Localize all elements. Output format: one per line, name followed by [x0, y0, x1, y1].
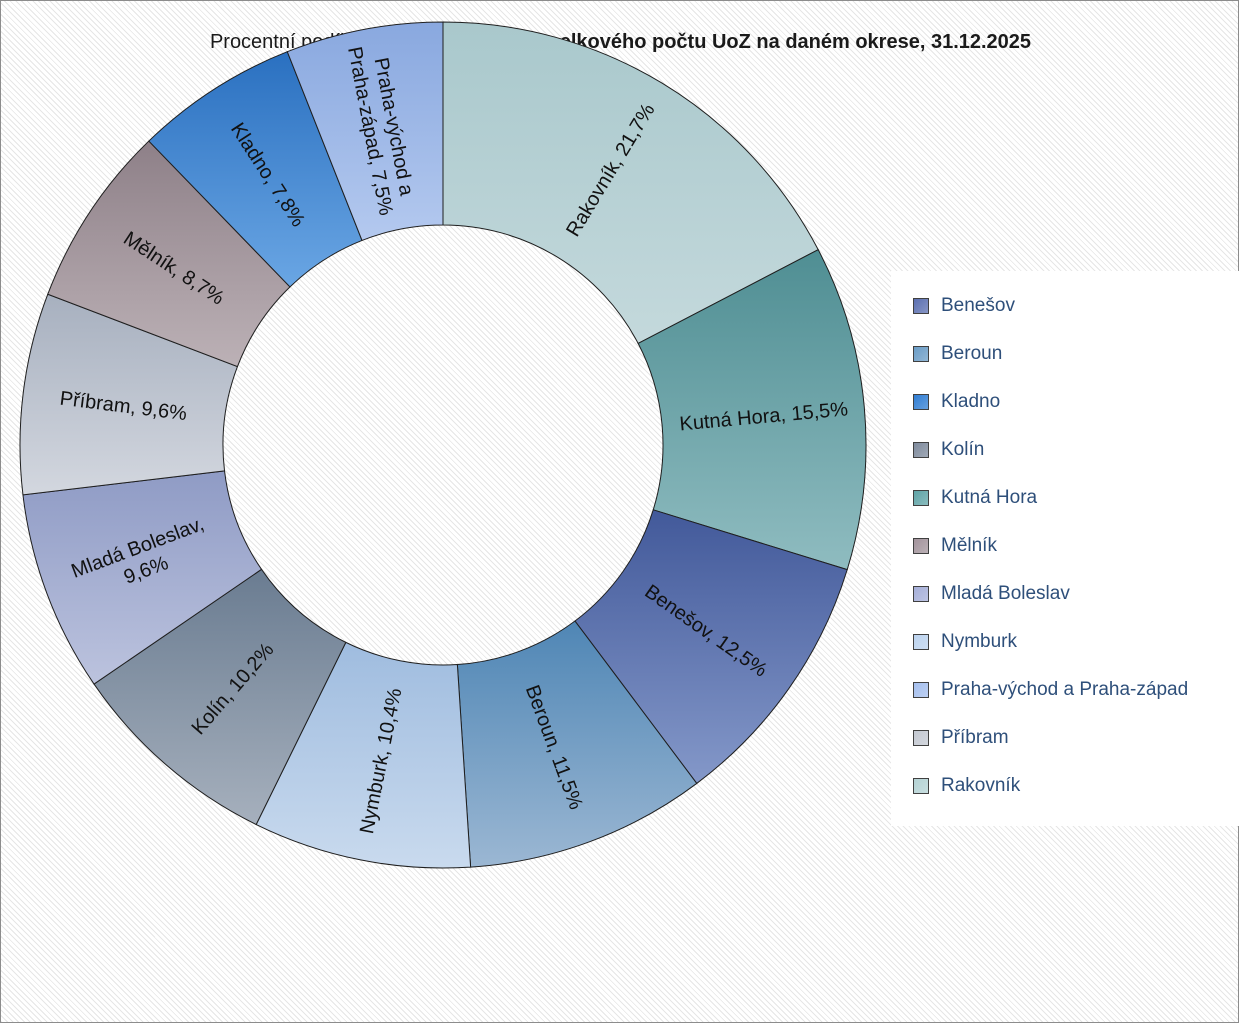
legend-label: Nymburk: [941, 631, 1018, 652]
legend-label: Příbram: [941, 727, 1009, 748]
legend-label: Benešov: [941, 295, 1015, 316]
legend-swatch: [913, 778, 929, 794]
legend-item: Kutná Hora: [913, 487, 1037, 509]
legend-swatch: [913, 298, 929, 314]
legend-item: Kolín: [913, 439, 984, 461]
legend-swatch: [913, 442, 929, 458]
legend-item: Beroun: [913, 343, 1002, 365]
legend-label: Kolín: [941, 439, 985, 460]
legend-item: Příbram: [913, 727, 1009, 749]
legend-swatch: [913, 682, 929, 698]
slices-group: [19, 21, 867, 869]
legend-item: Nymburk: [913, 631, 1017, 653]
legend-label: Beroun: [941, 343, 1003, 364]
slice-praha-v-chod-a-praha-z-pad: [286, 21, 444, 242]
legend-swatch: [913, 586, 929, 602]
legend-swatch: [913, 346, 929, 362]
legend-swatch: [913, 394, 929, 410]
legend-label: Mladá Boleslav: [941, 583, 1070, 604]
legend-label: Rakovník: [941, 775, 1021, 796]
legend-label: Kutná Hora: [941, 487, 1038, 508]
legend-label: Praha-východ a Praha-západ: [941, 679, 1189, 700]
legend-item: Kladno: [913, 391, 1000, 413]
legend-label: Kladno: [941, 391, 1001, 412]
legend: Benešov Beroun Kladno Kolín Kutná Hora Mělník…: [891, 271, 1239, 826]
legend-swatch: [913, 634, 929, 650]
slice-rakovn-k: [442, 21, 819, 345]
legend-item: Mladá Boleslav: [913, 583, 1070, 605]
legend-item: Mělník: [913, 535, 997, 557]
legend-item: Benešov: [913, 295, 1015, 317]
legend-item: Rakovník: [913, 775, 1020, 797]
legend-label: Mělník: [941, 535, 997, 556]
legend-swatch: [913, 490, 929, 506]
legend-swatch: [913, 730, 929, 746]
legend-swatch: [913, 538, 929, 554]
legend-item: Praha-východ a Praha-západ: [913, 679, 1188, 701]
chart-title-bold: z celkového počtu UoZ na daném okrese, 3…: [533, 31, 1032, 53]
slice-kutn-hora: [637, 248, 867, 571]
